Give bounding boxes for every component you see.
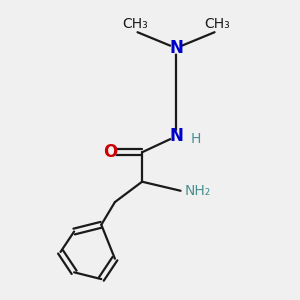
Text: N: N xyxy=(169,128,183,146)
Text: N: N xyxy=(169,39,183,57)
Text: O: O xyxy=(103,143,118,161)
Circle shape xyxy=(105,147,116,158)
Text: CH₃: CH₃ xyxy=(122,17,148,31)
Text: H: H xyxy=(191,132,201,146)
Text: NH₂: NH₂ xyxy=(185,184,212,198)
Circle shape xyxy=(171,131,181,141)
Circle shape xyxy=(171,43,181,53)
Text: CH₃: CH₃ xyxy=(204,17,230,31)
